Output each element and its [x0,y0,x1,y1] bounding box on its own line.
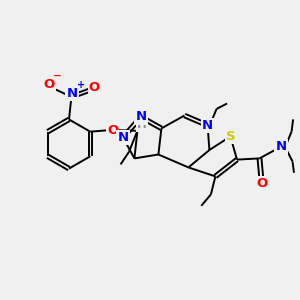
Text: +: + [77,80,85,91]
Text: N: N [202,119,213,132]
Text: N: N [135,110,147,124]
Text: S: S [226,130,235,143]
Text: O: O [256,177,267,190]
Text: O: O [88,81,100,94]
Text: N: N [66,87,78,101]
Text: N: N [275,140,287,154]
Text: N: N [117,131,129,144]
Text: −: − [53,71,62,81]
Text: O: O [44,78,55,92]
Text: O: O [107,124,118,137]
Text: H: H [137,118,147,131]
